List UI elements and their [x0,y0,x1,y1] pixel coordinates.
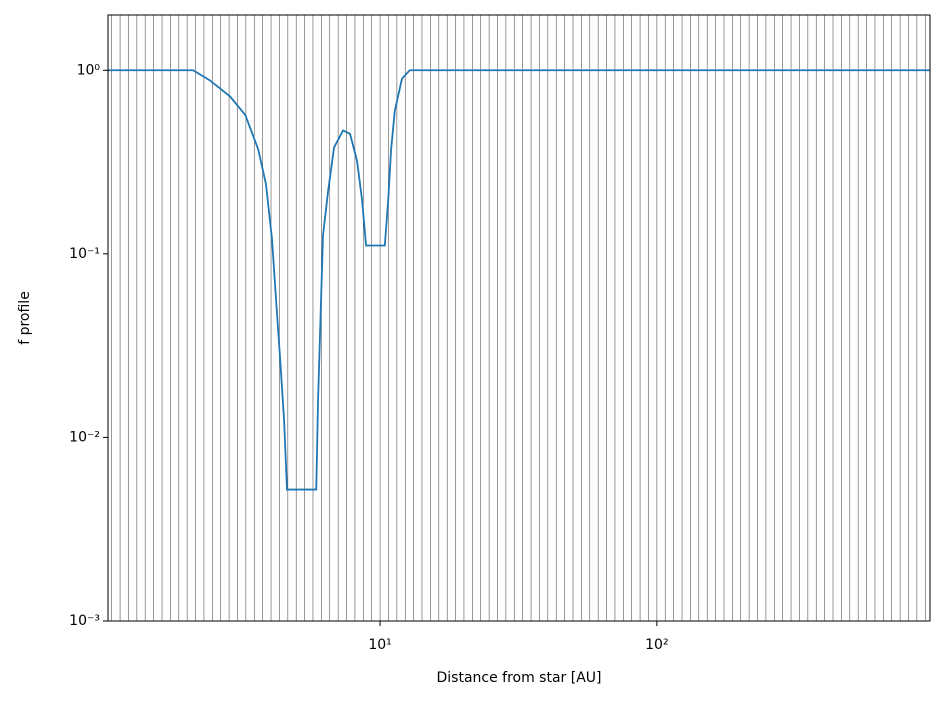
x-axis-label: Distance from star [AU] [436,670,601,686]
x-tick-label: 10¹ [368,637,391,653]
y-tick-label: 10⁰ [77,62,101,78]
plot-frame [107,14,931,622]
data-line [108,69,930,491]
y-tick-label: 10⁻² [69,429,100,445]
y-axis-label: f profile [17,291,33,345]
x-tick-label: 10² [645,637,668,653]
y-tick-label: 10⁻¹ [69,246,100,262]
y-tick-label: 10⁻³ [69,613,100,629]
